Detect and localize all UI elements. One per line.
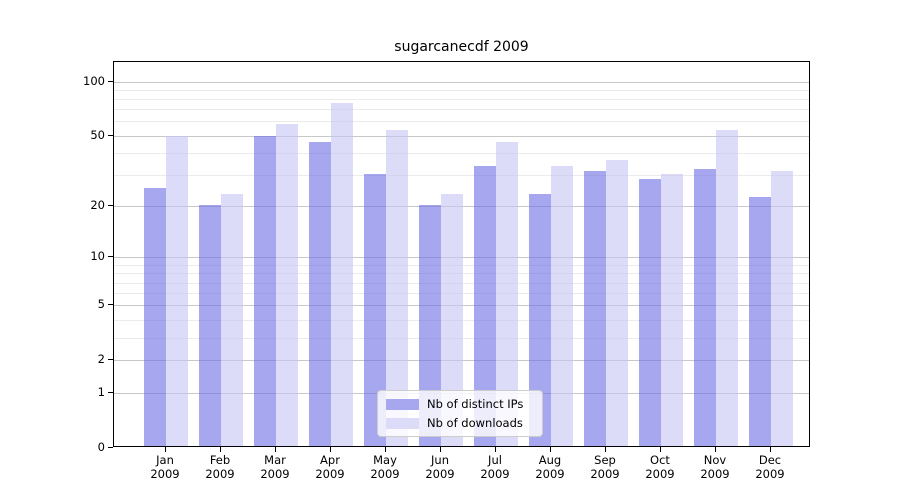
minor-gridline [114, 99, 809, 100]
bar-distinct-ips [199, 204, 221, 446]
bar-downloads [606, 159, 628, 446]
bar-downloads [331, 102, 353, 446]
bar-distinct-ips [419, 204, 441, 446]
y-tick-mark [108, 304, 113, 306]
bar-distinct-ips [529, 193, 551, 446]
x-tick-mark [495, 447, 496, 452]
bar-downloads [716, 129, 738, 446]
y-tick-mark [108, 446, 113, 448]
x-tick-mark [275, 447, 276, 452]
bar-downloads [441, 193, 463, 446]
y-axis-tick-label: 5 [97, 297, 105, 312]
y-tick-mark [108, 134, 113, 136]
x-axis-tick-label: Jul 2009 [480, 453, 510, 481]
bar-downloads [551, 166, 573, 446]
x-tick-mark [385, 447, 386, 452]
y-axis-tick-label: 1 [97, 384, 105, 399]
bar-distinct-ips [749, 197, 771, 446]
x-tick-mark [165, 447, 166, 452]
legend-swatch-distinct-ips [386, 398, 419, 410]
legend: Nb of distinct IPs Nb of downloads [377, 390, 543, 437]
bar-downloads [661, 173, 683, 446]
y-tick-mark [108, 256, 113, 258]
x-axis-tick-label: Sep 2009 [590, 453, 620, 481]
minor-gridline [114, 89, 809, 91]
y-tick-mark [108, 391, 113, 393]
x-tick-mark [440, 447, 441, 452]
bar-distinct-ips [584, 171, 606, 446]
bar-distinct-ips [144, 187, 166, 446]
plot-area [113, 61, 810, 447]
minor-gridline [114, 121, 809, 123]
legend-item-downloads: Nb of downloads [386, 416, 534, 430]
major-gridline [114, 135, 809, 137]
x-axis-tick-label: Jun 2009 [425, 453, 455, 481]
y-axis-tick-label: 0 [97, 439, 105, 454]
y-axis-tick-label: 2 [97, 352, 105, 367]
major-gridline [114, 81, 809, 83]
y-axis-tick-label: 10 [90, 249, 105, 264]
minor-gridline [114, 153, 809, 154]
bar-distinct-ips [694, 168, 716, 446]
x-axis-tick-label: Jan 2009 [150, 453, 180, 481]
bar-distinct-ips [364, 173, 386, 446]
bar-downloads [166, 135, 188, 446]
chart-title: sugarcanecdf 2009 [394, 39, 529, 55]
x-axis-tick-label: Dec 2009 [755, 453, 785, 481]
bar-distinct-ips [639, 178, 661, 446]
minor-gridline [114, 175, 809, 177]
y-tick-mark [108, 359, 113, 361]
bar-downloads [276, 124, 298, 446]
x-tick-mark [220, 447, 221, 452]
x-axis-tick-label: Nov 2009 [700, 453, 730, 481]
bar-downloads [386, 129, 408, 446]
legend-label-distinct-ips: Nb of distinct IPs [427, 397, 524, 411]
x-axis-tick-label: May 2009 [370, 453, 400, 481]
x-tick-mark [330, 447, 331, 452]
x-axis-tick-label: Mar 2009 [260, 453, 290, 481]
y-axis-tick-label: 100 [83, 73, 105, 88]
minor-gridline [114, 109, 809, 111]
x-axis-tick-label: Apr 2009 [315, 453, 345, 481]
x-tick-mark [550, 447, 551, 452]
bar-distinct-ips [474, 166, 496, 446]
bar-downloads [221, 193, 243, 446]
y-tick-mark [108, 80, 113, 82]
x-tick-mark [605, 447, 606, 452]
x-axis-tick-label: Oct 2009 [645, 453, 675, 481]
legend-item-distinct-ips: Nb of distinct IPs [386, 397, 534, 411]
bar-distinct-ips [254, 135, 276, 446]
bar-downloads [771, 171, 793, 446]
y-axis-tick-label: 20 [90, 198, 105, 213]
bar-downloads [496, 142, 518, 446]
bar-distinct-ips [309, 142, 331, 446]
legend-label-downloads: Nb of downloads [427, 416, 523, 430]
x-tick-mark [660, 447, 661, 452]
x-axis-tick-label: Aug 2009 [535, 453, 565, 481]
x-tick-mark [715, 447, 716, 452]
y-axis-tick-label: 50 [90, 127, 105, 142]
y-tick-mark [108, 205, 113, 207]
legend-swatch-downloads [386, 417, 419, 429]
x-axis-tick-label: Feb 2009 [205, 453, 235, 481]
x-tick-mark [770, 447, 771, 452]
